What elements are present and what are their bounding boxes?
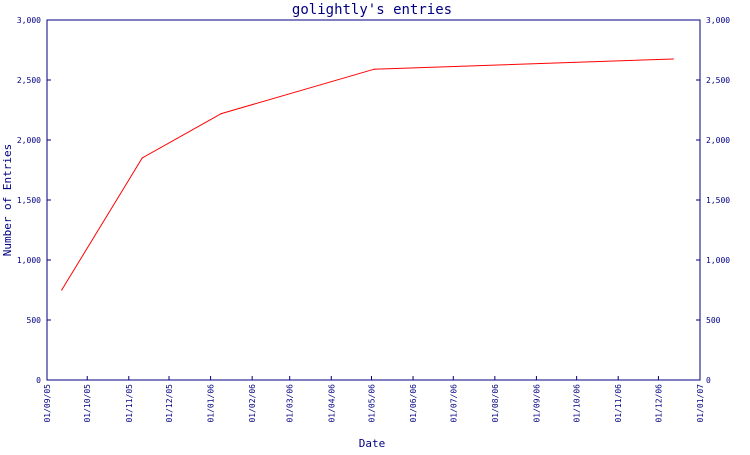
x-tick-label: 01/10/05 bbox=[83, 384, 92, 423]
y-tick-label-right: 2,000 bbox=[706, 136, 730, 145]
x-tick-label: 01/05/06 bbox=[367, 384, 376, 423]
x-tick-label: 01/08/06 bbox=[491, 384, 500, 423]
y-tick-label-left: 500 bbox=[27, 316, 42, 325]
y-tick-label-left: 2,500 bbox=[17, 76, 41, 85]
series-layer bbox=[61, 58, 674, 291]
data-point bbox=[61, 289, 63, 291]
x-tick-label: 01/07/06 bbox=[449, 384, 458, 423]
x-tick-label: 01/12/06 bbox=[654, 384, 663, 423]
x-tick-label: 01/03/06 bbox=[286, 384, 295, 423]
plot-area bbox=[46, 19, 701, 381]
y-tick-label-right: 3,000 bbox=[706, 16, 730, 25]
x-axis: 01/09/05 01/10/05 01/11/05 01/12/05 01/01/06… bbox=[43, 376, 705, 423]
y-tick-label-left: 1,500 bbox=[17, 196, 41, 205]
y-tick-label-left: 0 bbox=[36, 376, 41, 385]
chart-title: golightly's entries bbox=[292, 2, 452, 18]
y-axis-left: 0 500 1,000 1,500 2,000 2,500 3,000 bbox=[17, 16, 51, 385]
x-tick-label: 01/11/05 bbox=[125, 384, 134, 423]
y-tick-label-right: 1,000 bbox=[706, 256, 730, 265]
x-tick-label: 01/04/06 bbox=[327, 384, 336, 423]
y-tick-label-left: 2,000 bbox=[17, 136, 41, 145]
x-tick-label: 01/09/06 bbox=[532, 384, 541, 423]
y-tick-label-right: 500 bbox=[706, 316, 721, 325]
y-axis-right: 0 500 1,000 1,500 2,000 2,500 3,000 bbox=[696, 16, 730, 385]
y-tick-label-left: 3,000 bbox=[17, 16, 41, 25]
x-axis-label: Date bbox=[359, 437, 386, 450]
y-axis-label: Number of Entries bbox=[1, 144, 14, 257]
x-tick-label: 01/06/06 bbox=[409, 384, 418, 423]
x-tick-label: 01/11/06 bbox=[614, 384, 623, 423]
x-tick-label: 01/01/07 bbox=[696, 384, 705, 423]
x-tick-label: 01/12/05 bbox=[165, 384, 174, 423]
x-tick-label: 01/10/06 bbox=[573, 384, 582, 423]
x-tick-label: 01/01/06 bbox=[207, 384, 216, 423]
x-tick-label: 01/02/06 bbox=[248, 384, 257, 423]
y-tick-label-left: 1,000 bbox=[17, 256, 41, 265]
x-tick-label: 01/09/05 bbox=[43, 384, 52, 423]
data-point bbox=[220, 113, 222, 115]
y-tick-label-right: 2,500 bbox=[706, 76, 730, 85]
y-tick-label-right: 1,500 bbox=[706, 196, 730, 205]
data-point bbox=[141, 157, 143, 159]
series-line bbox=[61, 58, 674, 291]
data-point bbox=[373, 68, 375, 70]
y-tick-label-right: 0 bbox=[706, 376, 711, 385]
data-point bbox=[672, 58, 674, 60]
